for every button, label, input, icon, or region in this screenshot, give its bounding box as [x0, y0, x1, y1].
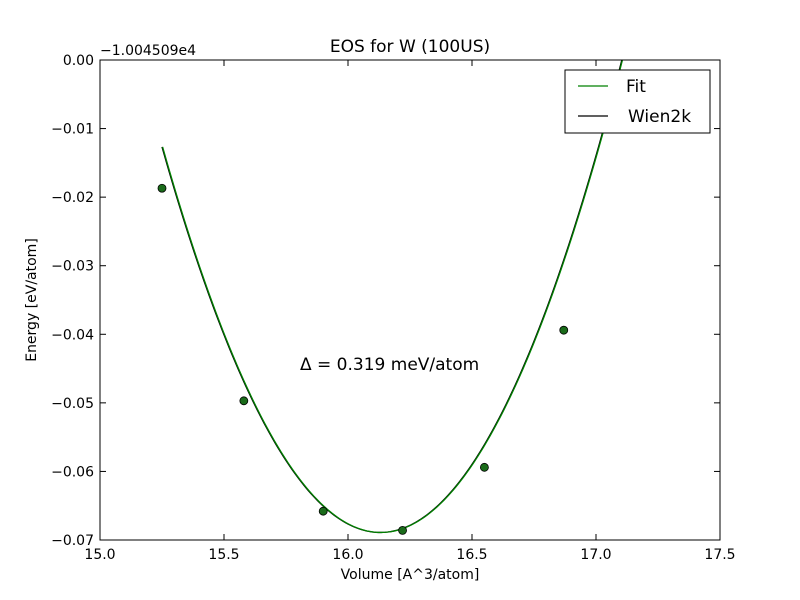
legend-box [564, 69, 711, 134]
fit-curve [161, 60, 624, 534]
y-tick-label: −0.03 [51, 259, 94, 275]
y-tick-label: −0.06 [51, 464, 94, 480]
data-point [239, 396, 249, 406]
y-axis-label: Energy [eV/atom] [24, 238, 40, 362]
y-tick-label: −0.04 [51, 327, 94, 343]
x-axis-label: Volume [A^3/atom] [341, 567, 480, 583]
y-tick-label: −0.01 [51, 122, 94, 138]
y-tick-label: −0.05 [51, 396, 94, 412]
y-offset-label: −1.004509e4 [100, 43, 196, 59]
x-tick-label: 15.5 [208, 547, 239, 563]
chart-title: EOS for W (100US) [330, 37, 490, 57]
y-tick-label: −0.02 [51, 190, 94, 206]
data-point [479, 462, 489, 472]
data-point [318, 506, 328, 516]
y-tick-label: −0.07 [51, 533, 94, 549]
data-point [559, 325, 569, 335]
x-tick-label: 16.0 [332, 547, 363, 563]
delta-annotation: Δ = 0.319 meV/atom [300, 355, 479, 375]
x-tick-label: 17.5 [704, 547, 735, 563]
legend-wien2k-label: Wien2k [628, 107, 691, 127]
legend-fit-label: Fit [626, 77, 646, 97]
x-tick-label: 17.0 [580, 547, 611, 563]
x-tick-label: 16.5 [456, 547, 487, 563]
data-point [398, 526, 407, 535]
x-tick-label: 15.0 [84, 547, 115, 563]
legend: Fit Wien2k [564, 69, 711, 134]
y-tick-label: 0.00 [63, 53, 94, 69]
data-point [157, 183, 167, 193]
plot-frame [99, 59, 721, 541]
